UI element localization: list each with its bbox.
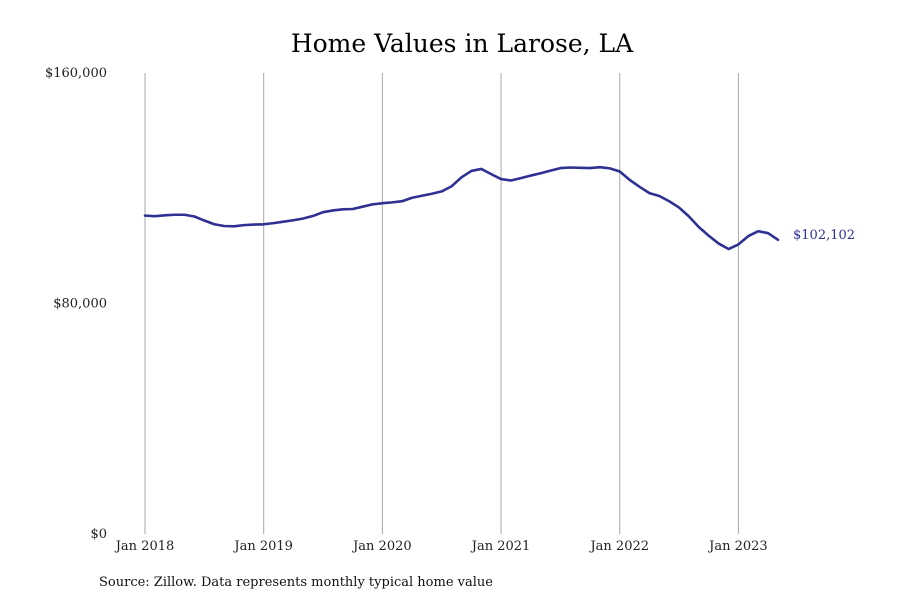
x-tick-label: Jan 2022 <box>588 539 649 554</box>
y-tick-label: $160,000 <box>45 66 107 81</box>
y-tick-label: $80,000 <box>53 297 107 312</box>
end-value-label: $102,102 <box>793 228 855 243</box>
y-axis-tick-labels: $0 $80,000 $160,000 <box>45 66 107 542</box>
series-group <box>143 165 780 251</box>
x-gridlines <box>144 73 739 534</box>
source-note: Source: Zillow. Data represents monthly … <box>99 575 493 590</box>
series-line <box>143 165 780 251</box>
y-tick-label: $0 <box>90 527 107 542</box>
x-axis-tick-labels: Jan 2018 Jan 2019 Jan 2020 Jan 2021 Jan 2022… <box>114 539 768 554</box>
x-tick-label: Jan 2018 <box>114 539 175 554</box>
x-tick-label: Jan 2019 <box>232 539 293 554</box>
x-tick-label: Jan 2021 <box>470 539 531 554</box>
x-tick-label: Jan 2023 <box>707 539 768 554</box>
chart-title: Home Values in Larose, LA <box>291 29 634 58</box>
x-tick-label: Jan 2020 <box>351 539 412 554</box>
